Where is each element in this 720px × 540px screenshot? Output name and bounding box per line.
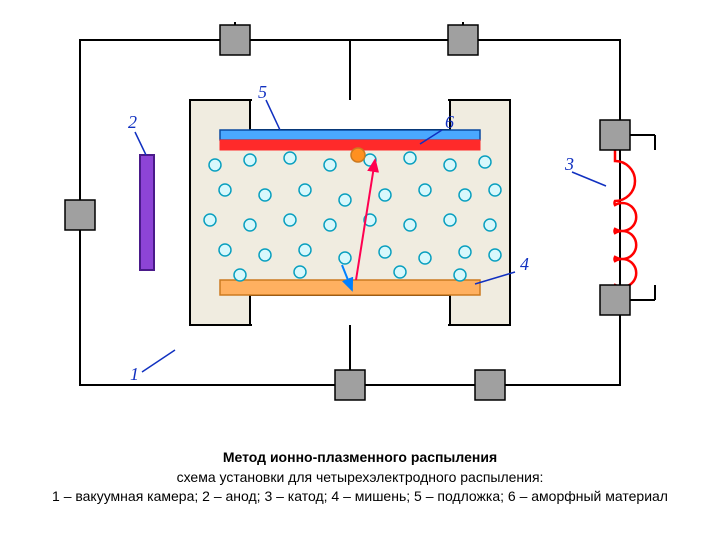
ion (419, 184, 431, 196)
ion (484, 219, 496, 231)
connector-box (600, 120, 630, 150)
ion (459, 246, 471, 258)
ion (444, 159, 456, 171)
connector-box (335, 370, 365, 400)
label-l1: 1 (130, 364, 139, 384)
connector-box (65, 200, 95, 230)
ion (284, 214, 296, 226)
ion (459, 189, 471, 201)
ion (294, 266, 306, 278)
holder-top (250, 100, 450, 130)
anode (140, 155, 154, 270)
ion (489, 184, 501, 196)
diagram-svg: 1 2 3 4 5 6 (0, 0, 720, 440)
ion (404, 219, 416, 231)
ion (324, 219, 336, 231)
ion (379, 189, 391, 201)
connector-box (475, 370, 505, 400)
ion (489, 249, 501, 261)
label-l6: 6 (445, 112, 454, 132)
holder-bottom (250, 295, 450, 325)
label-l4: 4 (520, 254, 529, 274)
ion (479, 156, 491, 168)
ion (444, 214, 456, 226)
ion (219, 244, 231, 256)
ion (379, 246, 391, 258)
ion (419, 252, 431, 264)
sputtered-atom (351, 148, 365, 162)
ion (339, 194, 351, 206)
caption-legend: 1 – вакуумная камера; 2 – анод; 3 – като… (52, 488, 668, 504)
ion (244, 154, 256, 166)
connector-box (448, 25, 478, 55)
ion (259, 189, 271, 201)
ion (394, 266, 406, 278)
connector-box (600, 285, 630, 315)
ion (324, 159, 336, 171)
ion (299, 184, 311, 196)
diagram-container: 1 2 3 4 5 6 Метод ионно-плазменного распылени… (0, 0, 720, 540)
amorphous-layer (220, 140, 480, 150)
ion (454, 269, 466, 281)
caption: Метод ионно-плазменного распыления схема… (0, 440, 720, 515)
caption-title: Метод ионно-плазменного распыления (223, 449, 497, 465)
connector-box (220, 25, 250, 55)
ion (219, 184, 231, 196)
ion (299, 244, 311, 256)
ion (284, 152, 296, 164)
ion (404, 152, 416, 164)
ion (339, 252, 351, 264)
ion (234, 269, 246, 281)
caption-subtitle: схема установки для четырехэлектродного … (177, 469, 544, 485)
ion (204, 214, 216, 226)
ion (244, 219, 256, 231)
label-l5: 5 (258, 82, 267, 102)
label-l3: 3 (564, 154, 574, 174)
ion (259, 249, 271, 261)
label-l2: 2 (128, 112, 137, 132)
ion (209, 159, 221, 171)
cathode-coil (614, 151, 636, 299)
